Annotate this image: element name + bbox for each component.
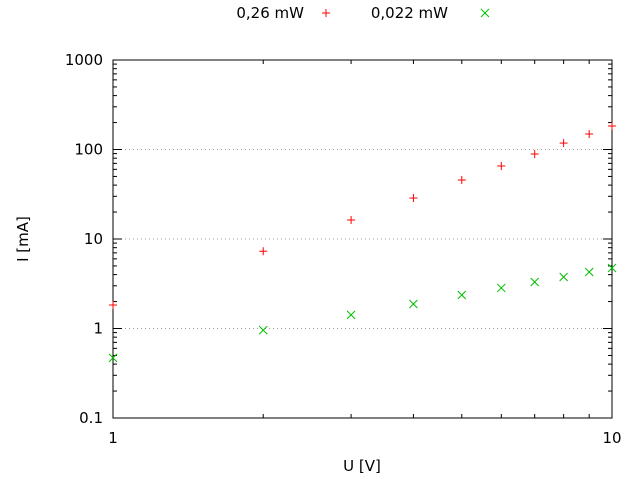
- data-point: [457, 176, 466, 185]
- y-tick-label: 0.1: [79, 409, 103, 427]
- data-point: [559, 272, 568, 282]
- legend-label: 0,022 mW: [371, 4, 448, 22]
- y-tick-label: 1: [93, 320, 103, 338]
- legend-marker: [322, 9, 330, 17]
- legend-label: 0,26 mW: [236, 4, 304, 22]
- marker-stroke: [409, 299, 418, 309]
- data-point: [109, 301, 117, 310]
- data-point: [258, 325, 268, 335]
- data-point: [530, 150, 539, 159]
- data-point: [457, 290, 467, 300]
- marker-stroke: [480, 8, 490, 18]
- y-tick-label: 100: [74, 141, 103, 159]
- x-axis-label: U [V]: [343, 457, 381, 475]
- marker-stroke: [607, 263, 617, 273]
- marker-stroke: [496, 283, 506, 293]
- data-point: [530, 277, 540, 287]
- data-point: [607, 263, 617, 273]
- x-tick-label: 1: [108, 429, 118, 447]
- data-point: [585, 129, 594, 138]
- data-point: [559, 139, 568, 148]
- x-tick-label: 10: [602, 429, 621, 447]
- data-point: [409, 299, 418, 309]
- data-point: [496, 283, 506, 293]
- data-point: [608, 122, 616, 131]
- marker-stroke: [108, 353, 118, 363]
- data-point: [584, 267, 594, 277]
- data-point: [346, 310, 356, 320]
- data-point: [259, 247, 268, 256]
- y-tick-label: 1000: [65, 51, 103, 69]
- marker-stroke: [559, 272, 568, 282]
- y-axis-label: I [mA]: [14, 216, 32, 262]
- legend-marker: [480, 8, 490, 18]
- marker-stroke: [457, 290, 467, 300]
- data-point: [409, 194, 418, 203]
- data-point: [347, 216, 356, 225]
- marker-stroke: [346, 310, 356, 320]
- marker-stroke: [530, 277, 540, 287]
- y-tick-label: 10: [84, 230, 103, 248]
- data-point: [108, 353, 118, 363]
- marker-stroke: [584, 267, 594, 277]
- data-point: [497, 162, 506, 171]
- marker-stroke: [258, 325, 268, 335]
